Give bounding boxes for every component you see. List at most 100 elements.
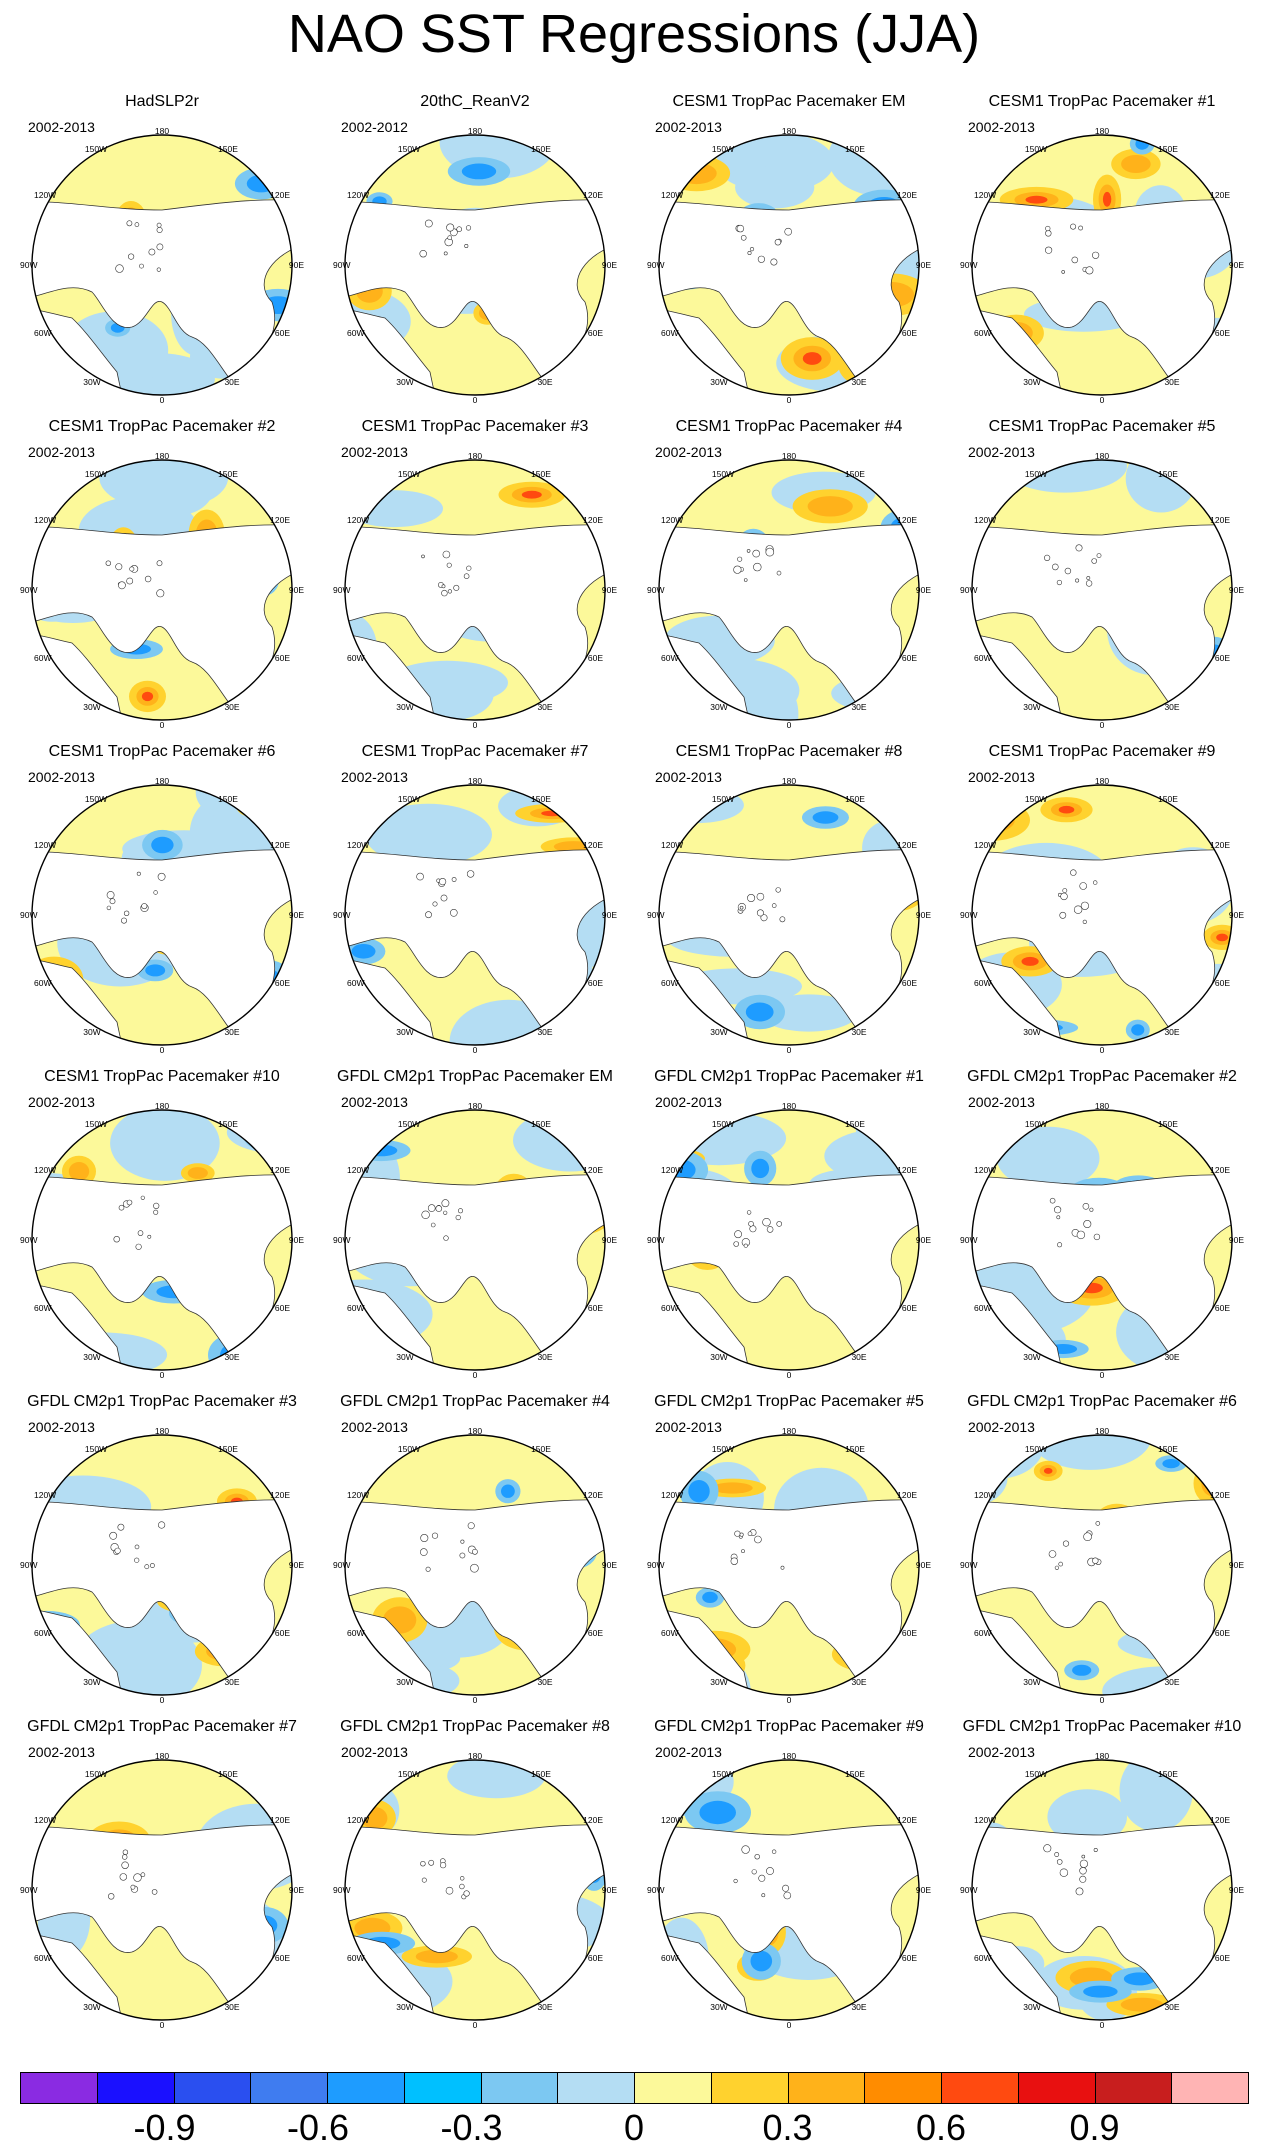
map-panel: GFDL CM2p1 TropPac Pacemaker EM 180 150W 15… xyxy=(325,1067,625,1387)
lon-label: 90W xyxy=(333,1235,350,1245)
lon-label: 30W xyxy=(83,377,100,387)
map-panel: 20thC_ReanV2 180 150W 150E 120W 120E 90W 90E 60W… xyxy=(325,92,625,412)
map-panel: GFDL CM2p1 TropPac Pacemaker #6 180 150W 15… xyxy=(952,1392,1252,1712)
colorbar-swatch xyxy=(327,2072,405,2104)
lon-label: 30W xyxy=(396,1677,413,1687)
lon-label: 90E xyxy=(916,910,931,920)
lon-label: 60W xyxy=(974,328,991,338)
lon-label: 180 xyxy=(1095,1751,1109,1761)
map-panel: CESM1 TropPac Pacemaker #1 180 150W 150E 120… xyxy=(952,92,1252,412)
lon-label: 150W xyxy=(1025,1119,1047,1129)
polar-map: 180 150W 150E 120W 120E 90W 90E 60W 60E 30W 30E 0 xyxy=(20,126,304,405)
lon-label: 90E xyxy=(289,260,304,270)
lon-label: 150E xyxy=(845,144,865,154)
lon-label: 90W xyxy=(333,1560,350,1570)
panel-period: 2002-2013 xyxy=(968,1419,1035,1435)
lon-label: 120E xyxy=(583,1490,603,1500)
panel-title: GFDL CM2p1 TropPac Pacemaker #8 xyxy=(340,1718,610,1735)
colorbar-tick-label: 0.9 xyxy=(1069,2107,1120,2148)
lon-label: 30E xyxy=(224,377,239,387)
lon-label: 90W xyxy=(647,1235,664,1245)
panel-period: 2002-2013 xyxy=(341,1419,408,1435)
lon-label: 90W xyxy=(333,910,350,920)
lon-label: 0 xyxy=(1100,1370,1105,1380)
lon-label: 150W xyxy=(712,144,734,154)
lon-label: 30E xyxy=(1164,702,1179,712)
lon-label: 90W xyxy=(20,260,37,270)
lon-label: 60E xyxy=(1215,1303,1230,1313)
panel-period: 2002-2013 xyxy=(968,444,1035,460)
lon-label: 120E xyxy=(1210,515,1230,525)
lon-label: 150W xyxy=(1025,144,1047,154)
polar-map: 180 150W 150E 120W 120E 90W 90E 60W 60E 30W 30E 0 xyxy=(647,1101,931,1380)
lon-label: 30W xyxy=(396,1352,413,1362)
colorbar-swatch xyxy=(864,2072,942,2104)
colorbar-tick-label: -0.6 xyxy=(286,2107,350,2148)
lon-label: 60W xyxy=(34,653,51,663)
lon-label: 90W xyxy=(647,1885,664,1895)
lon-label: 0 xyxy=(473,720,478,730)
map-panel: CESM1 TropPac Pacemaker #3 180 150W 150E 120… xyxy=(325,417,625,737)
panel-period: 2002-2013 xyxy=(341,1744,408,1760)
lon-label: 120W xyxy=(661,190,683,200)
polar-map: 180 150W 150E 120W 120E 90W 90E 60W 60E 30W 30E 0 xyxy=(333,126,617,405)
lon-label: 90W xyxy=(647,910,664,920)
polar-map: 180 150W 150E 120W 120E 90W 90E 60W 60E 30W 30E 0 xyxy=(333,776,617,1055)
lon-label: 150W xyxy=(712,469,734,479)
panel-title: GFDL CM2p1 TropPac Pacemaker #1 xyxy=(654,1068,924,1085)
lon-label: 120W xyxy=(974,190,996,200)
lon-label: 120W xyxy=(661,840,683,850)
lon-label: 0 xyxy=(473,1695,478,1705)
map-panel: CESM1 TropPac Pacemaker #10 180 150W 150E 12… xyxy=(12,1067,312,1387)
colorbar-swatch xyxy=(480,2072,559,2104)
lon-label: 60W xyxy=(34,1628,51,1638)
lon-label: 120E xyxy=(270,1165,290,1175)
lon-label: 90E xyxy=(916,585,931,595)
colorbar-swatch xyxy=(250,2072,328,2104)
polar-map: 180 150W 150E 120W 120E 90W 90E 60W 60E 30W 30E 0 xyxy=(960,776,1244,1055)
lon-label: 30E xyxy=(851,1027,866,1037)
lon-label: 30E xyxy=(851,1677,866,1687)
lon-label: 0 xyxy=(787,1370,792,1380)
panel-period: 2002-2013 xyxy=(655,119,722,135)
lon-label: 60W xyxy=(661,653,678,663)
lon-label: 120W xyxy=(34,515,56,525)
lon-label: 120W xyxy=(974,1815,996,1825)
panel-period: 2002-2013 xyxy=(968,769,1035,785)
lon-label: 150W xyxy=(85,1119,107,1129)
lon-label: 90W xyxy=(20,585,37,595)
lon-label: 180 xyxy=(1095,451,1109,461)
panel-period: 2002-2013 xyxy=(28,1094,95,1110)
panel-period: 2002-2013 xyxy=(968,1744,1035,1760)
lon-label: 150W xyxy=(85,144,107,154)
lon-label: 180 xyxy=(782,1751,796,1761)
map-panel: GFDL CM2p1 TropPac Pacemaker #3 180 150W 15… xyxy=(12,1392,312,1712)
map-panel: CESM1 TropPac Pacemaker #4 180 150W 150E 120… xyxy=(639,417,939,737)
map-panel: GFDL CM2p1 TropPac Pacemaker #9 180 150W 15… xyxy=(639,1717,939,2037)
lon-label: 150W xyxy=(398,144,420,154)
lon-label: 30W xyxy=(1023,1027,1040,1037)
panel-period: 2002-2013 xyxy=(28,1744,95,1760)
colorbar-swatch xyxy=(1094,2072,1173,2104)
lon-label: 60E xyxy=(275,1628,290,1638)
lon-label: 120E xyxy=(897,1815,917,1825)
lon-label: 0 xyxy=(787,395,792,405)
lon-label: 30W xyxy=(710,2002,727,2012)
lon-label: 90E xyxy=(602,1885,617,1895)
lon-label: 90E xyxy=(1229,1235,1244,1245)
lon-label: 60W xyxy=(661,1628,678,1638)
lon-label: 30W xyxy=(1023,702,1040,712)
lon-label: 30W xyxy=(83,2002,100,2012)
lon-label: 30W xyxy=(1023,377,1040,387)
lon-label: 120E xyxy=(583,1815,603,1825)
lon-label: 120W xyxy=(34,1815,56,1825)
panel-period: 2002-2013 xyxy=(28,444,95,460)
lon-label: 90W xyxy=(20,910,37,920)
colorbar-swatch xyxy=(96,2072,175,2104)
lon-label: 150W xyxy=(398,1119,420,1129)
lon-label: 150E xyxy=(531,469,551,479)
lon-label: 150E xyxy=(218,469,238,479)
lon-label: 30W xyxy=(396,2002,413,2012)
lon-label: 60W xyxy=(347,1628,364,1638)
lon-label: 150E xyxy=(531,144,551,154)
